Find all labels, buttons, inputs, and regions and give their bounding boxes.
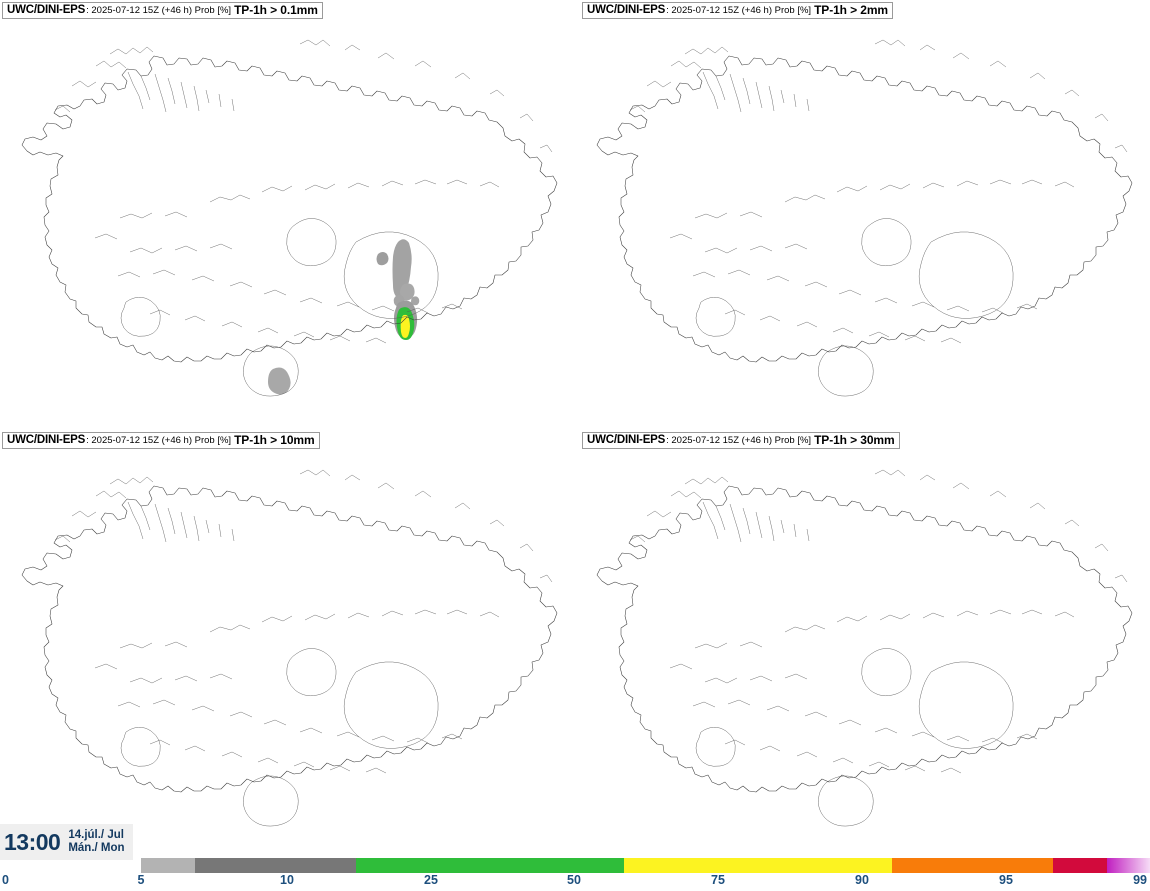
panel-title-2: UWC/DINI-EPS: 2025-07-12 15Z (+46 h) Pro…	[2, 432, 320, 449]
forecast-panel-1[interactable]: UWC/DINI-EPS: 2025-07-12 15Z (+46 h) Pro…	[575, 0, 1150, 430]
iceland-map-0[interactable]	[0, 14, 575, 426]
colorbar-segment-75-90	[892, 858, 1054, 873]
forecast-panel-0[interactable]: UWC/DINI-EPS: 2025-07-12 15Z (+46 h) Pro…	[0, 0, 575, 430]
colorbar-tick-95: 95	[999, 873, 1013, 887]
gray-blob-d	[411, 296, 420, 306]
panel-threshold-label-0: TP-1h > 0.1mm	[234, 2, 318, 17]
timestamp-box: 13:00 14.júl./ Jul Mán./ Mon	[0, 824, 133, 860]
panel-title-1: UWC/DINI-EPS: 2025-07-12 15Z (+46 h) Pro…	[582, 2, 894, 19]
gray-blob-b	[400, 283, 415, 301]
colorbar-segment-90-95	[1053, 858, 1108, 873]
forecast-panel-2[interactable]: UWC/DINI-EPS: 2025-07-12 15Z (+46 h) Pro…	[0, 430, 575, 860]
colorbar-tick-10: 10	[280, 873, 294, 887]
panel-threshold-label-3: TP-1h > 30mm	[814, 432, 895, 447]
panel-threshold-label-2: TP-1h > 10mm	[234, 432, 315, 447]
panel-model-label-2: UWC/DINI-EPS	[7, 433, 86, 446]
panel-meta-label-0: : 2025-07-12 15Z (+46 h) Prob [%]	[86, 4, 232, 16]
colorbar-segment-5-10	[141, 858, 195, 873]
panel-model-label-0: UWC/DINI-EPS	[7, 3, 86, 16]
colorbar-tick-25: 25	[424, 873, 438, 887]
colorbar-segment-50-75	[624, 858, 893, 873]
colorbar-segment-95-99	[1107, 858, 1150, 873]
panel-threshold-label-1: TP-1h > 2mm	[814, 2, 889, 17]
colorbar-segment-10-25	[194, 858, 356, 873]
colorbar-tick-labels: 0 5 10 25 50 75 90 95 99	[0, 873, 1150, 891]
small-gray-spot	[376, 252, 389, 266]
probability-colorbar[interactable]	[141, 858, 1150, 873]
forecast-date-line2: Mán./ Mon	[68, 842, 125, 854]
iceland-coastline-0	[21, 39, 558, 397]
myrdalsjokull-blob	[268, 367, 291, 395]
iceland-map-3[interactable]	[575, 444, 1150, 856]
panel-title-3: UWC/DINI-EPS: 2025-07-12 15Z (+46 h) Pro…	[582, 432, 900, 449]
forecast-date-line1: 14.júl./ Jul	[68, 829, 124, 841]
bottom-bar: 13:00 14.júl./ Jul Mán./ Mon 0 5 10 25 50 75 9…	[0, 820, 1150, 891]
forecast-date: 14.júl./ Jul Mán./ Mon	[68, 829, 124, 855]
colorbar-tick-99: 99	[1133, 873, 1147, 887]
forecast-panel-3[interactable]: UWC/DINI-EPS: 2025-07-12 15Z (+46 h) Pro…	[575, 430, 1150, 860]
colorbar-tick-90: 90	[855, 873, 869, 887]
panel-meta-label-1: : 2025-07-12 15Z (+46 h) Prob [%]	[666, 4, 812, 16]
iceland-map-2[interactable]	[0, 444, 575, 856]
colorbar-tick-5: 5	[137, 873, 145, 887]
colorbar-segment-25-50	[355, 858, 625, 873]
panel-title-0: UWC/DINI-EPS: 2025-07-12 15Z (+46 h) Pro…	[2, 2, 323, 19]
panel-model-label-3: UWC/DINI-EPS	[587, 433, 666, 446]
iceland-coastline-2	[21, 469, 558, 827]
iceland-coastline-1	[596, 39, 1133, 397]
colorbar-tick-0: 0	[2, 873, 9, 887]
iceland-map-1[interactable]	[575, 14, 1150, 426]
colorbar-tick-50: 50	[567, 873, 581, 887]
panel-meta-label-2: : 2025-07-12 15Z (+46 h) Prob [%]	[86, 434, 232, 446]
panel-meta-label-3: : 2025-07-12 15Z (+46 h) Prob [%]	[666, 434, 812, 446]
forecast-clock: 13:00	[4, 828, 61, 855]
panel-model-label-1: UWC/DINI-EPS	[587, 3, 666, 16]
precip-overlay-0	[268, 239, 420, 395]
iceland-coastline-3	[596, 469, 1133, 827]
colorbar-tick-75: 75	[711, 873, 725, 887]
